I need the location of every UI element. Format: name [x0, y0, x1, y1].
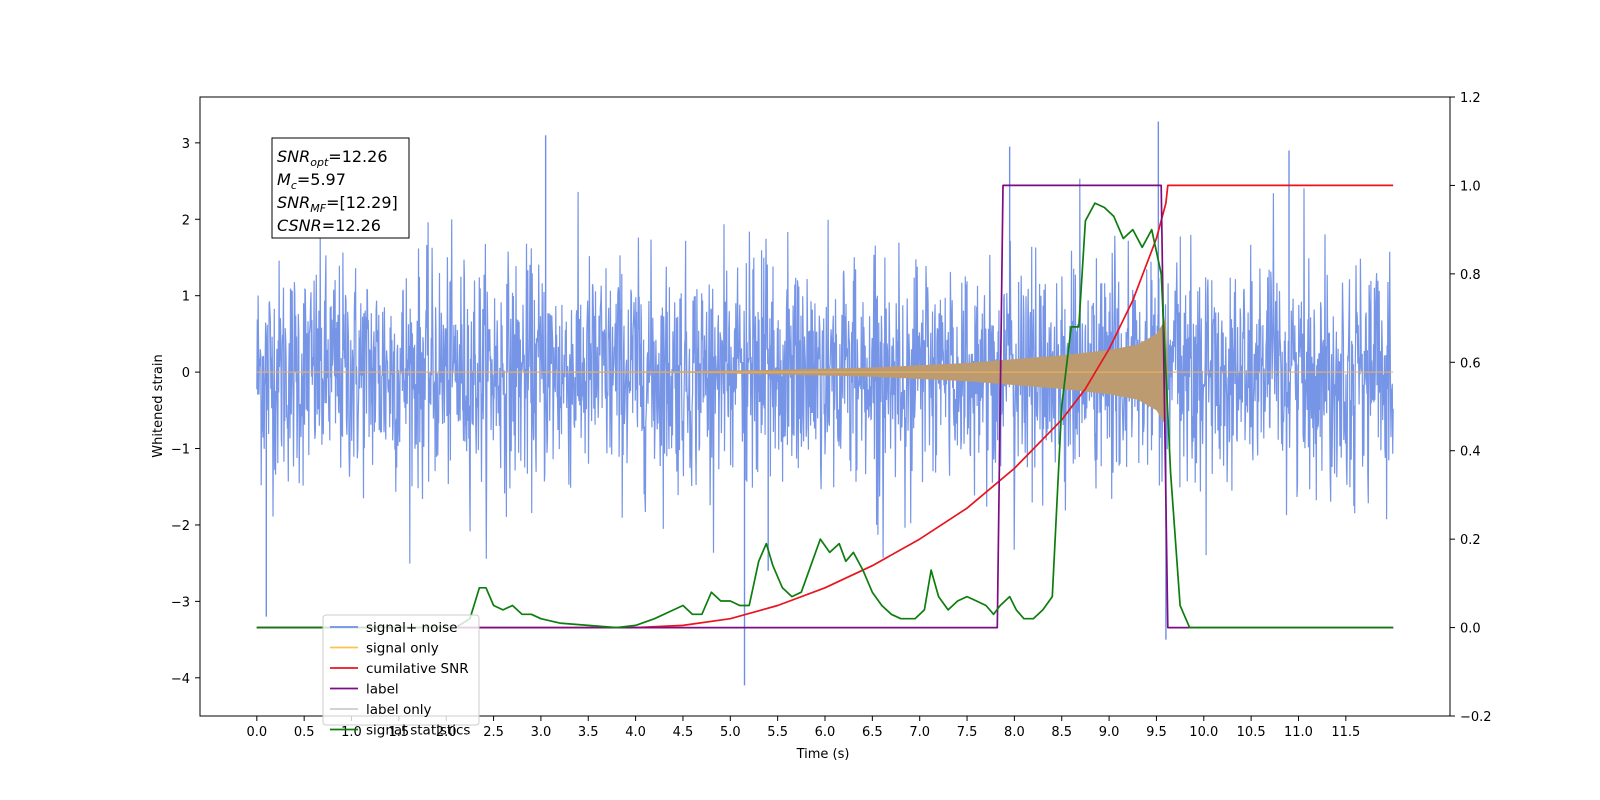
x-tick-label: 3.5	[578, 725, 599, 740]
y-right-tick-label: 0.4	[1460, 445, 1481, 460]
series-signal-noise-line	[256, 178, 1394, 564]
series-signal-statistics-line	[256, 202, 1394, 629]
x-axis-label: Time (s)	[796, 747, 850, 762]
annotation-frame	[271, 137, 410, 239]
annotation-line: Mc=5.97	[277, 170, 346, 192]
y-axis-left-label: Whitened strain	[151, 354, 166, 457]
legend-frame	[322, 614, 480, 726]
y-axis-right: 1.2 1.0 0.8 0.6 0.4 0.2 0.0 −0.2	[1450, 91, 1492, 725]
legend-entry-label: signal statistics	[366, 723, 470, 739]
x-tick-label: 7.0	[909, 725, 930, 740]
legend-entry-label: signal only	[366, 641, 439, 657]
y-left-tick-label: −2	[171, 519, 190, 534]
y-right-tick-label: 0.8	[1460, 268, 1481, 283]
annotation-line: SNRMF=[12.29]	[277, 193, 398, 215]
x-tick-label: 4.5	[673, 725, 694, 740]
y-left-tick-label: −4	[171, 672, 190, 687]
x-tick-label: 9.0	[1099, 725, 1120, 740]
x-tick-label: 1.0	[341, 725, 362, 740]
plot-area	[256, 121, 1394, 686]
x-tick-label: 11.0	[1284, 725, 1313, 740]
legend-entry-label: label only	[366, 702, 432, 718]
x-tick-label: 4.0	[625, 725, 646, 740]
annotation-line: CSNR=12.26	[277, 216, 381, 235]
x-tick-label: 0.0	[246, 725, 267, 740]
y-right-tick-label: 1.0	[1460, 179, 1481, 194]
x-tick-label: 5.5	[767, 725, 788, 740]
x-tick-label: 9.5	[1146, 725, 1167, 740]
x-tick-label: 10.0	[1189, 725, 1218, 740]
y-left-tick-label: 1	[182, 290, 190, 305]
x-tick-label: 1.5	[389, 725, 410, 740]
y-right-tick-label: −0.2	[1460, 710, 1492, 725]
x-tick-label: 2.5	[483, 725, 504, 740]
x-tick-label: 10.5	[1237, 725, 1266, 740]
y-right-tick-label: 0.6	[1460, 356, 1481, 371]
y-right-tick-label: 0.0	[1460, 622, 1481, 637]
x-tick-label: 7.5	[957, 725, 978, 740]
y-left-tick-label: 2	[182, 213, 190, 228]
annotation-line: SNRopt=12.26	[277, 147, 388, 169]
legend-entry-label: label	[366, 682, 399, 698]
series-cumulative-snr-line	[256, 184, 1394, 629]
y-left-tick-label: −1	[171, 443, 190, 458]
y-right-tick-label: 1.2	[1460, 91, 1481, 106]
x-tick-label: 2.0	[436, 725, 457, 740]
y-left-tick-label: 3	[182, 137, 190, 152]
y-right-tick-label: 0.2	[1460, 533, 1481, 548]
x-tick-label: 0.5	[294, 725, 315, 740]
x-tick-label: 3.0	[531, 725, 552, 740]
y-left-tick-label: 0	[182, 366, 190, 381]
x-tick-label: 8.0	[1004, 725, 1025, 740]
legend-entry-label: signal+ noise	[366, 620, 457, 636]
x-tick-label: 6.0	[815, 725, 836, 740]
x-tick-label: 5.0	[720, 725, 741, 740]
x-tick-label: 11.5	[1331, 725, 1360, 740]
legend-entry-label: cumilative SNR	[366, 661, 469, 677]
y-left-tick-label: −3	[171, 595, 190, 610]
y-axis-left: 3 2 1 0 −1 −2 −3 −4	[171, 137, 200, 687]
x-tick-label: 6.5	[862, 725, 883, 740]
x-tick-label: 8.5	[1051, 725, 1072, 740]
metrics-annotation-box: SNRopt=12.26Mc=5.97SNRMF=[12.29]CSNR=12.…	[271, 137, 410, 239]
legend: signal+ noise signal only cumilative SNR la…	[322, 614, 480, 739]
